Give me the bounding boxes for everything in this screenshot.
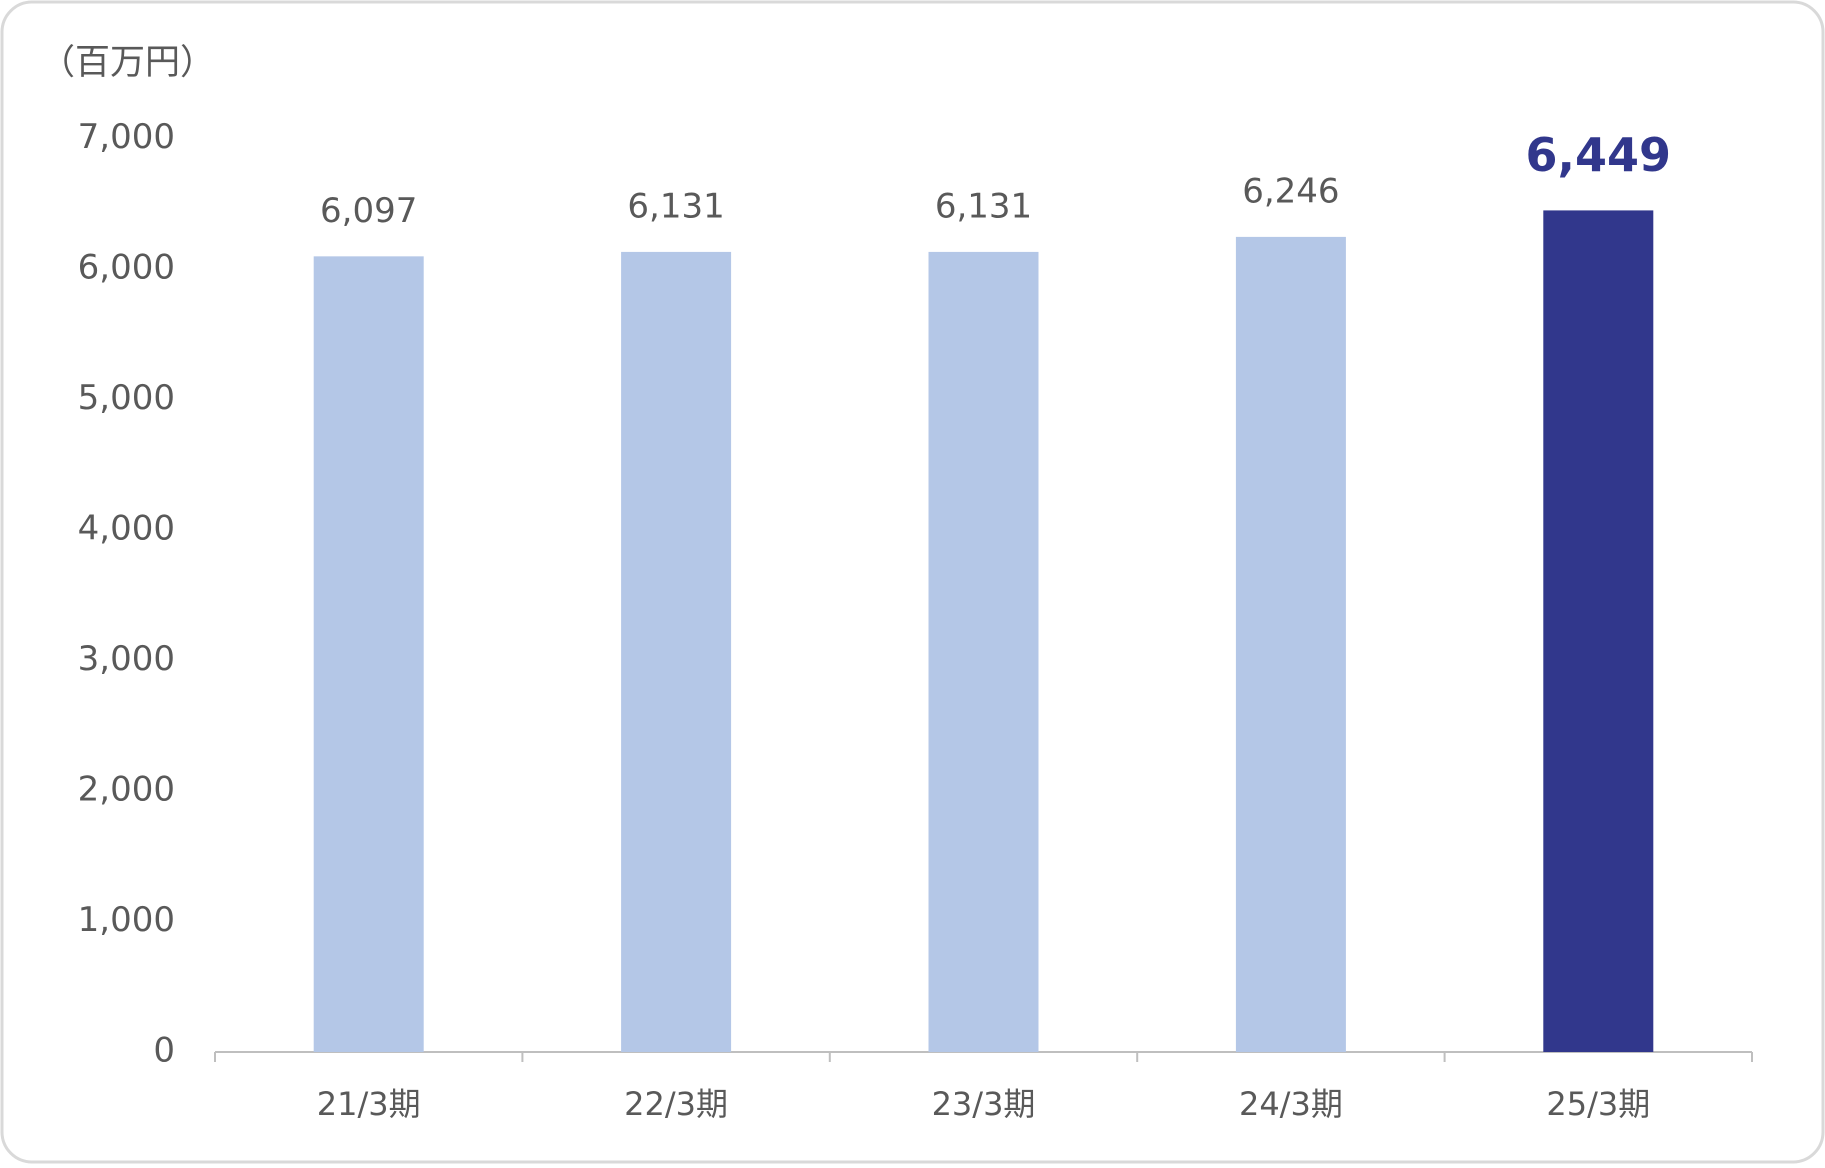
y-tick-label: 3,000 <box>78 639 175 679</box>
bar <box>1235 236 1346 1053</box>
y-tick-label: 4,000 <box>78 509 175 549</box>
bar <box>1543 210 1654 1052</box>
value-label: 6,246 <box>1242 171 1339 211</box>
value-label: 6,131 <box>935 186 1032 226</box>
y-tick-label: 7,000 <box>78 117 175 157</box>
unit-label: （百万円） <box>40 43 215 83</box>
y-tick-label: 2,000 <box>78 770 175 810</box>
x-tick-label: 25/3期 <box>1546 1085 1650 1123</box>
bar <box>928 251 1039 1053</box>
bar <box>313 256 424 1052</box>
x-tick-label: 22/3期 <box>624 1085 728 1123</box>
value-label: 6,097 <box>320 191 417 231</box>
y-tick-label: 0 <box>153 1031 175 1071</box>
x-tick-label: 23/3期 <box>932 1085 1036 1123</box>
x-tick-label: 21/3期 <box>317 1085 421 1123</box>
value-label: 6,131 <box>627 186 724 226</box>
bar <box>621 251 732 1053</box>
y-tick-label: 5,000 <box>78 378 175 418</box>
x-tick-label: 24/3期 <box>1239 1085 1343 1123</box>
y-tick-label: 1,000 <box>78 900 175 940</box>
y-tick-label: 6,000 <box>78 248 175 288</box>
value-label: 6,449 <box>1526 128 1672 182</box>
